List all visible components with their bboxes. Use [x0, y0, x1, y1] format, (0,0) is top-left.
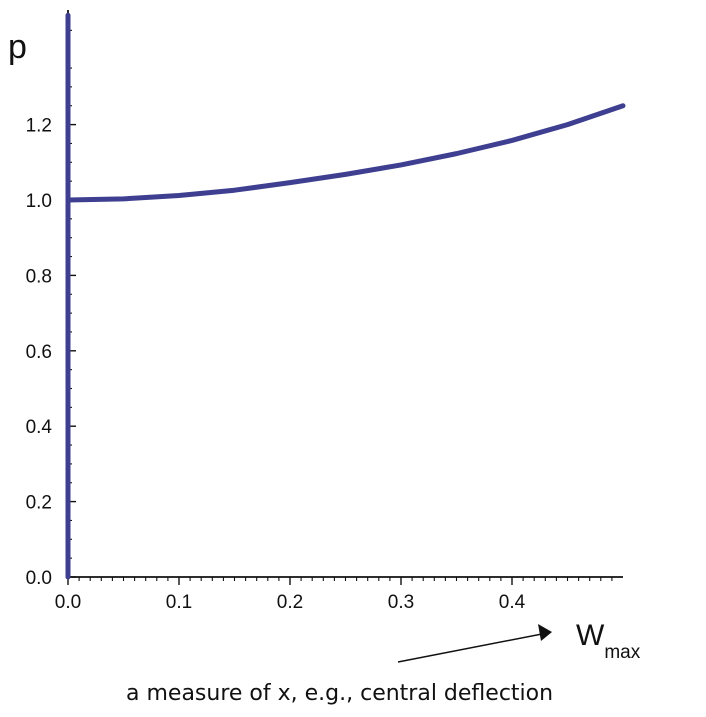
y-tick-label: 0.2	[26, 493, 52, 514]
annotation-arrow-head	[538, 624, 552, 641]
plot-lines	[65, 12, 626, 580]
y-tick-label: 0.0	[26, 568, 52, 589]
x-axis-label: Wmax	[576, 619, 641, 663]
series-line-1	[65, 103, 626, 203]
x-tick-label: 0.3	[388, 592, 414, 613]
annotation-arrow	[397, 624, 552, 663]
x-tick-label: 0.1	[166, 592, 192, 613]
axes	[67, 10, 623, 578]
annotation-arrow-shaft	[397, 633, 543, 663]
y-axis-label: p	[8, 28, 27, 66]
y-tick-label: 0.4	[26, 417, 53, 438]
tick-marks	[67, 29, 613, 585]
x-axis-label-main: W	[576, 619, 605, 652]
y-tick-label: 1.2	[26, 116, 52, 137]
tick-labels: 0.0 0.1 0.2 0.3 0.4 0.0 0.2 0.4 0.6 0.8 1.0 1.2	[26, 116, 526, 613]
y-tick-label: 0.8	[26, 266, 52, 287]
y-tick-label: 0.6	[26, 342, 52, 363]
x-axis-label-subscript: max	[604, 642, 640, 663]
y-tick-label: 1.0	[26, 191, 52, 212]
annotation-text: a measure of x, e.g., central deflection	[126, 681, 553, 706]
x-tick-label: 0.0	[55, 592, 81, 613]
x-tick-label: 0.4	[499, 592, 526, 613]
x-tick-label: 0.2	[277, 592, 303, 613]
